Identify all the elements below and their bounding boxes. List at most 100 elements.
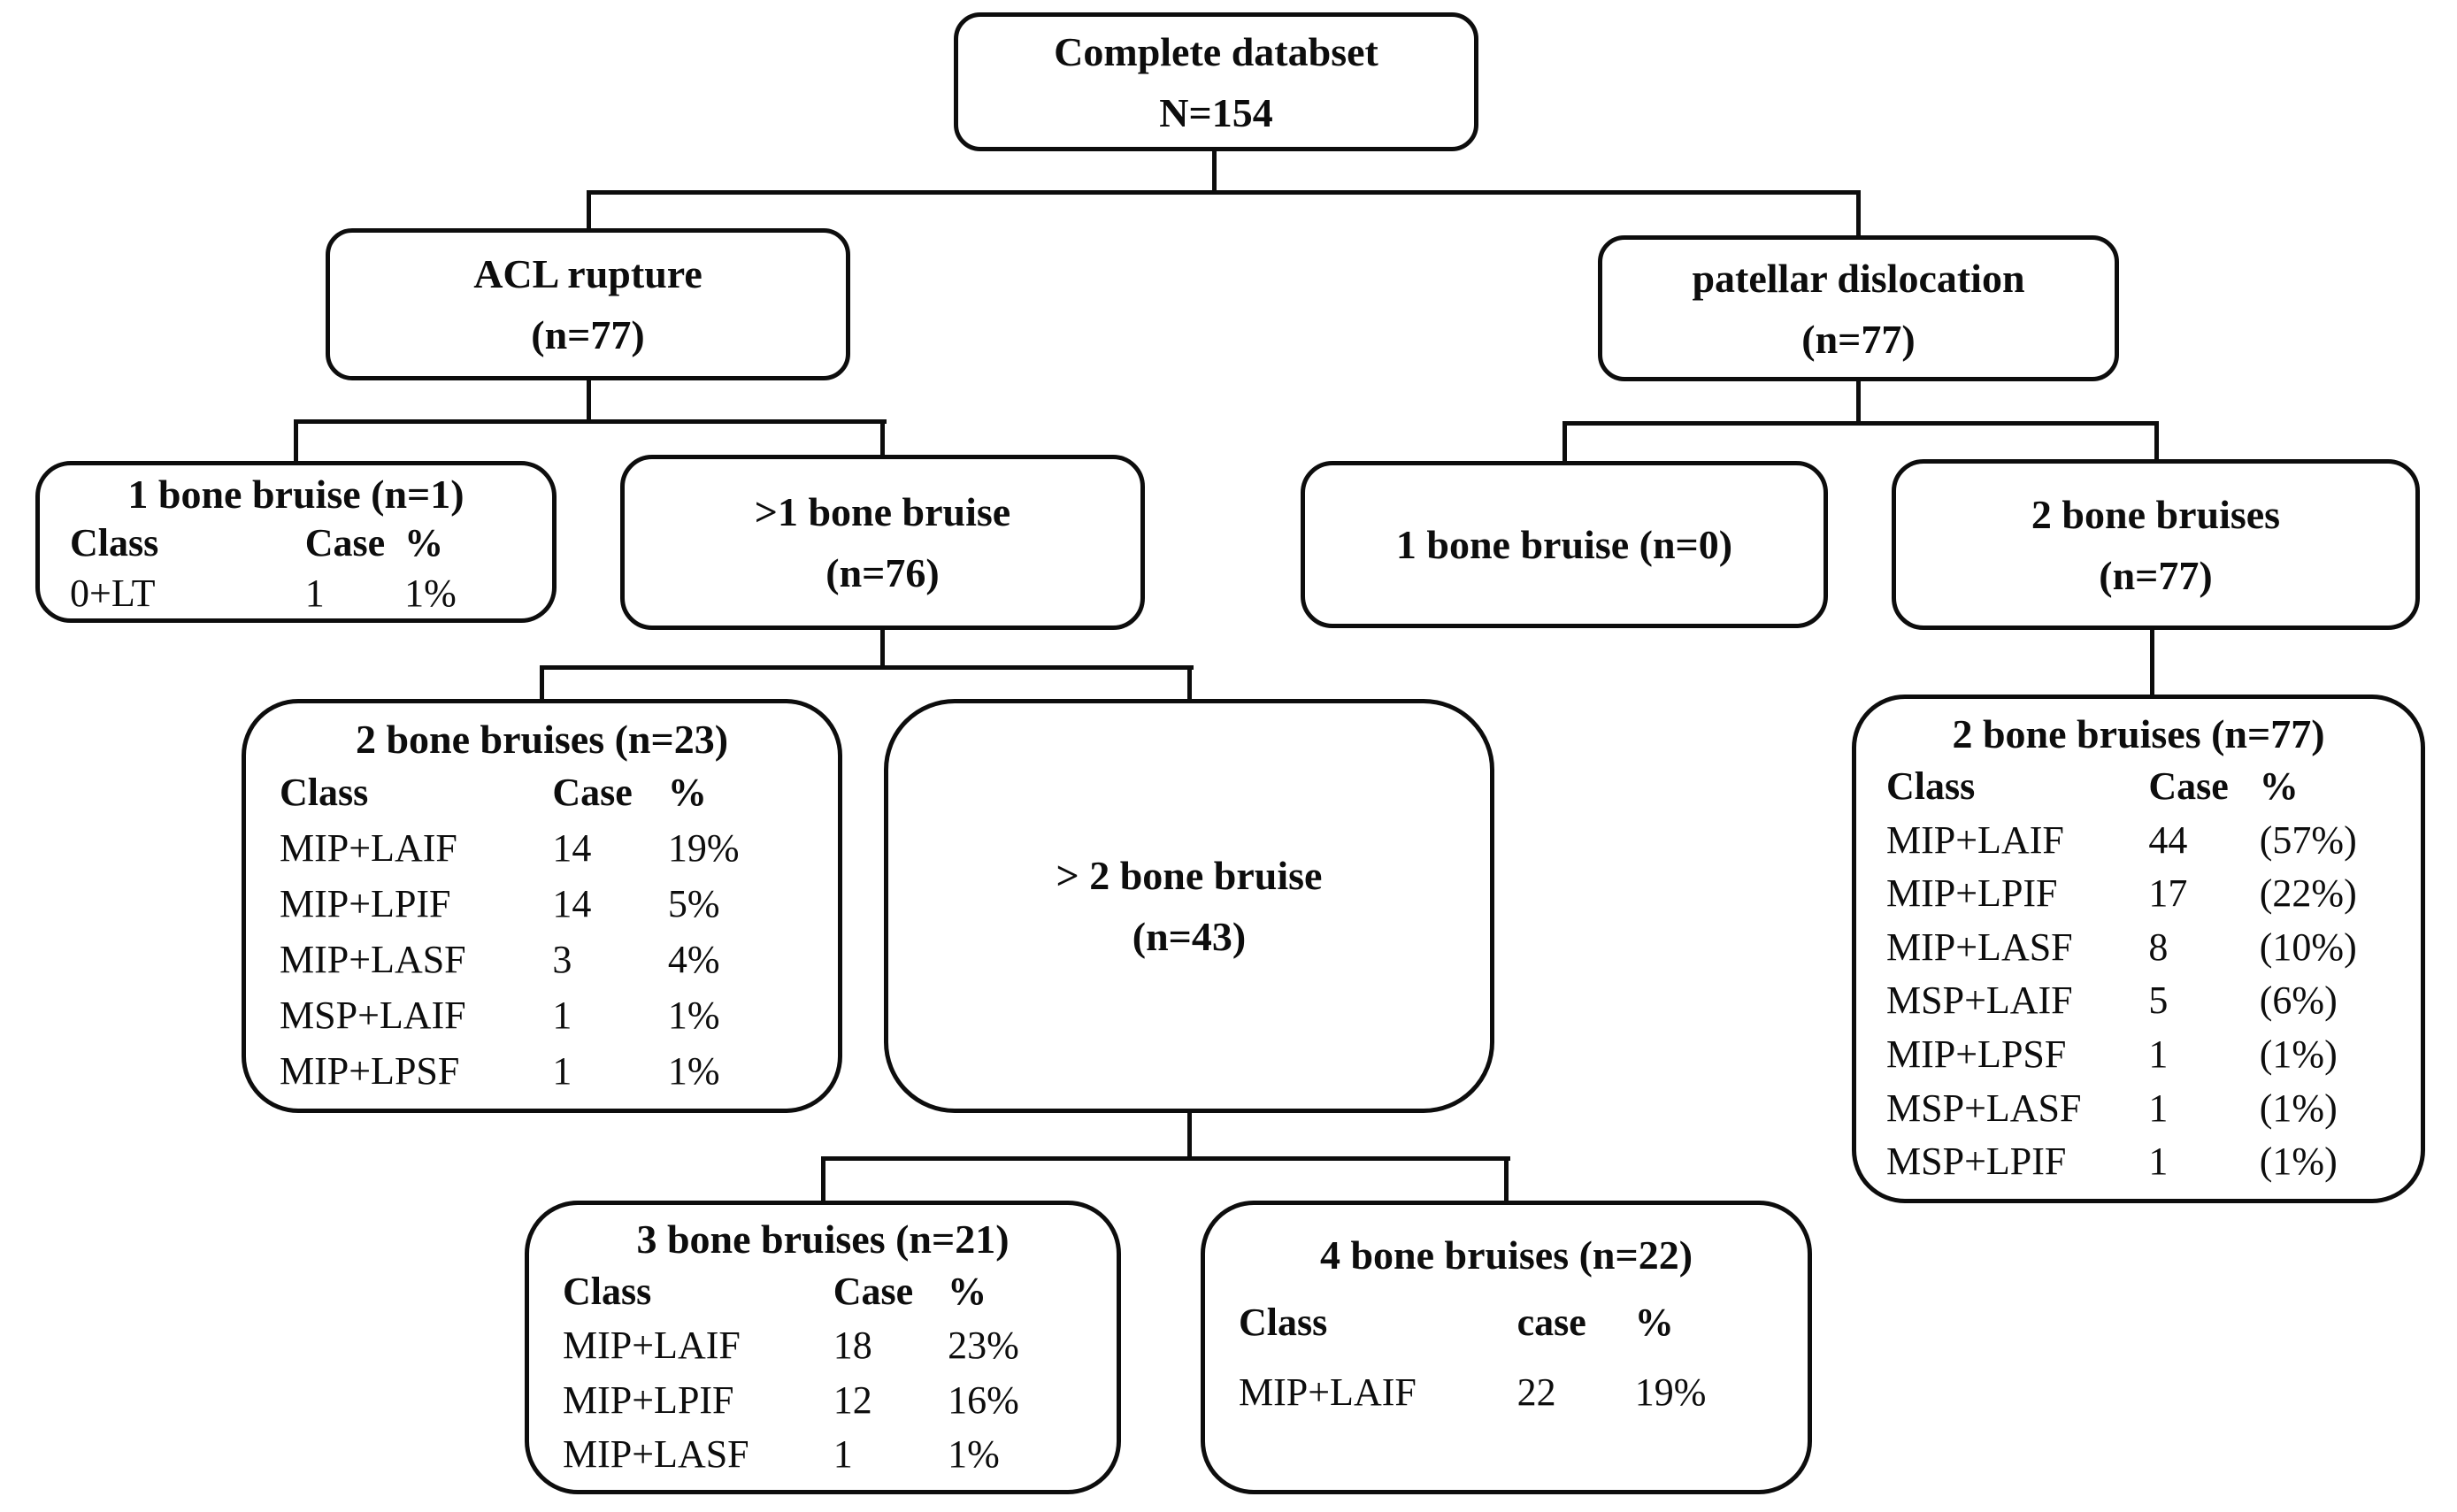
cell-cls: MIP+LASF <box>1886 925 2073 969</box>
connector-to-3bb-n21 <box>821 1156 825 1205</box>
cell-pct: (1%) <box>2259 1032 2338 1076</box>
header-case: Case <box>304 521 386 564</box>
connector-root-stem <box>1212 151 1217 195</box>
cell-pct: 1% <box>667 994 720 1038</box>
connector-2bb-n77-stem <box>2150 628 2154 699</box>
cell-case: 3 <box>552 938 572 982</box>
cell-case: 12 <box>833 1378 872 1422</box>
table-row: MSP+LAIF 5 (6%) <box>1886 975 2391 1025</box>
table-row: MIP+LAIF 44 (57%) <box>1886 815 2391 865</box>
cell-case: 17 <box>2148 871 2188 916</box>
cell-case: 1 <box>552 994 572 1038</box>
header-class: Class <box>70 521 159 564</box>
table-header-row: Class Case % <box>70 518 522 568</box>
table-title: 3 bone bruises (n=21) <box>636 1217 1010 1263</box>
table-header-row: Class Case % <box>280 767 804 817</box>
node-acl-rupture: ACL rupture (n=77) <box>326 228 850 380</box>
cell-case: 1 <box>2148 1086 2169 1130</box>
node-title: Complete databset <box>1054 28 1378 74</box>
cell-cls: MIP+LAIF <box>280 826 457 871</box>
node-title: patellar dislocation <box>1692 255 2025 301</box>
cell-pct: 19% <box>1634 1370 1707 1415</box>
cell-case: 22 <box>1516 1370 1556 1415</box>
node-3-bone-bruises-n21: 3 bone bruises (n=21) Class Case % MIP+L… <box>525 1201 1121 1494</box>
cell-cls: MIP+LAIF <box>1239 1370 1417 1415</box>
cell-case: 1 <box>304 572 325 616</box>
table-row: MSP+LAIF 1 1% <box>280 990 804 1040</box>
cell-cls: MIP+LAIF <box>1886 817 2064 862</box>
cell-pct: 1% <box>667 1049 720 1094</box>
cell-cls: MSP+LAIF <box>280 994 466 1038</box>
node-subtitle: (n=43) <box>1132 914 1247 959</box>
table-header-row: Class Case % <box>1886 761 2391 811</box>
table-row: MIP+LASF 8 (10%) <box>1886 922 2391 972</box>
header-case: Case <box>552 771 633 815</box>
header-class: Class <box>1239 1301 1328 1345</box>
cell-case: 1 <box>552 1049 572 1094</box>
table-title: 4 bone bruises (n=22) <box>1319 1232 1693 1278</box>
table-row: MIP+LAIF 18 23% <box>563 1320 1083 1370</box>
header-case: Case <box>2148 764 2229 808</box>
header-pct: % <box>1634 1301 1674 1345</box>
header-pct: % <box>948 1270 987 1314</box>
header-pct: % <box>2259 764 2299 808</box>
header-class: Class <box>1886 764 1976 808</box>
node-title: > 2 bone bruise <box>1056 853 1323 898</box>
table-row: MSP+LASF 1 (1%) <box>1886 1083 2391 1133</box>
table-row: MIP+LPIF 14 5% <box>280 879 804 929</box>
cell-case: 1 <box>2148 1032 2169 1076</box>
connector-to-2bb-n77 <box>2154 421 2159 464</box>
node-2-bone-bruises-n23: 2 bone bruises (n=23) Class Case % MIP+L… <box>242 699 842 1113</box>
cell-cls: MIP+LPIF <box>563 1378 734 1422</box>
connector-to-4bb-n22 <box>1504 1156 1509 1205</box>
connector-to-1bb-n0 <box>1562 421 1567 465</box>
cell-cls: MSP+LAIF <box>1886 979 2073 1023</box>
node-subtitle: (n=77) <box>531 312 645 357</box>
connector-to-gt2bb <box>1187 665 1192 703</box>
connector-to-patellar <box>1856 190 1861 240</box>
connector-gt1bb-rail <box>540 665 1194 670</box>
cell-cls: MIP+LASF <box>280 938 466 982</box>
cell-cls: MSP+LASF <box>1886 1086 2082 1130</box>
table-title: 2 bone bruises (n=77) <box>1952 711 2325 757</box>
table-row: MIP+LASF 3 4% <box>280 934 804 985</box>
table-title: 2 bone bruises (n=23) <box>355 716 729 762</box>
table-row: MIP+LPIF 17 (22%) <box>1886 868 2391 918</box>
cell-cls: 0+LT <box>70 572 156 616</box>
connector-gt2bb-stem <box>1187 1111 1192 1161</box>
cell-pct: 1% <box>404 572 457 616</box>
table-row: 0+LT 1 1% <box>70 568 522 618</box>
cell-cls: MIP+LPIF <box>1886 871 2058 916</box>
node-1-bone-bruise-n0: 1 bone bruise (n=0) <box>1301 461 1828 628</box>
connector-to-1bb-n1 <box>294 419 298 465</box>
cell-pct: (1%) <box>2259 1140 2338 1184</box>
table-row: MSP+LPIF 1 (1%) <box>1886 1136 2391 1186</box>
cell-pct: (57%) <box>2259 817 2357 862</box>
connector-acl-stem <box>587 380 591 424</box>
header-pct: % <box>404 521 444 564</box>
table-row: MIP+LAIF 22 19% <box>1239 1367 1774 1417</box>
cell-case: 5 <box>2148 979 2169 1023</box>
node-subtitle: N=154 <box>1159 89 1273 135</box>
cell-cls: MIP+LPSF <box>1886 1032 2067 1076</box>
cell-pct: (22%) <box>2259 871 2357 916</box>
node-title: 1 bone bruise (n=0) <box>1395 522 1733 567</box>
header-class: Class <box>280 771 369 815</box>
cell-cls: MIP+LAIF <box>563 1324 741 1368</box>
cell-pct: 5% <box>667 882 720 926</box>
connector-acl-rail <box>294 419 887 424</box>
cell-pct: (6%) <box>2259 979 2338 1023</box>
header-class: Class <box>563 1270 652 1314</box>
connector-gt2bb-rail <box>821 1156 1510 1161</box>
cell-cls: MIP+LASF <box>563 1431 749 1476</box>
connector-to-acl <box>587 190 591 233</box>
cell-pct: (10%) <box>2259 925 2357 969</box>
cell-cls: MIP+LPIF <box>280 882 451 926</box>
cell-case: 1 <box>833 1431 853 1476</box>
cell-case: 1 <box>2148 1140 2169 1184</box>
node-subtitle: (n=77) <box>1801 316 1916 362</box>
cell-pct: (1%) <box>2259 1086 2338 1130</box>
cell-pct: 23% <box>948 1324 1019 1368</box>
node-2-bone-bruises-n77-table: 2 bone bruises (n=77) Class Case % MIP+L… <box>1852 695 2425 1203</box>
